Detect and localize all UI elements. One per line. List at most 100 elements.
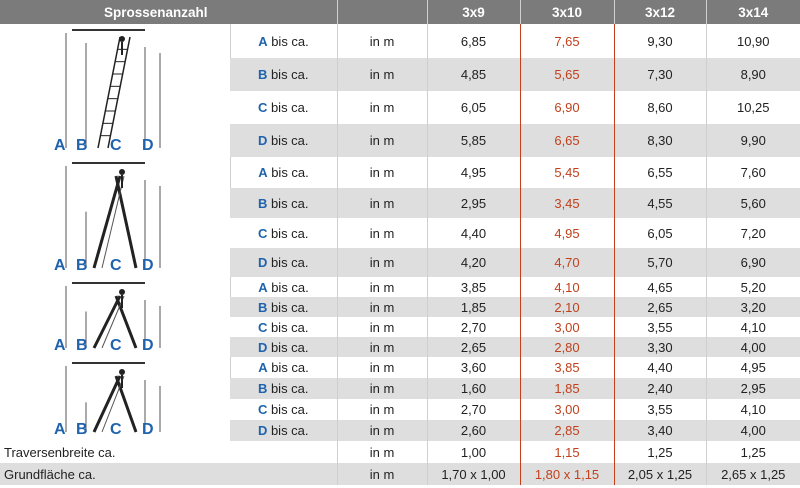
dimension-letter: D [257, 133, 268, 148]
unit-cell: in m [336, 157, 427, 188]
dimension-suffix: bis ca. [267, 100, 309, 115]
value-cell: 5,65 [519, 58, 615, 91]
value-cell: 6,05 [613, 218, 706, 248]
dimension-suffix: bis ca. [267, 255, 309, 270]
table-row: C bis ca. in m 2,70 3,00 3,55 4,10 [0, 399, 800, 420]
header-col-3: 3x12 [613, 0, 706, 24]
footer-label: Grundfläche ca. [0, 463, 337, 485]
unit-cell: in m [336, 218, 427, 248]
table-row: B bis ca. in m 4,85 5,65 7,30 8,90 [0, 58, 800, 91]
value-cell: 3,60 [426, 357, 520, 378]
dimension-letter: A [54, 137, 66, 154]
dimension-label: A bis ca. [229, 24, 337, 58]
table-row: D bis ca. in m 5,85 6,65 8,30 9,90 [0, 124, 800, 157]
dimension-label: A bis ca. [229, 157, 337, 188]
dimension-suffix: bis ca. [267, 360, 309, 375]
dimension-letter: D [142, 421, 154, 438]
unit-cell: in m [336, 297, 427, 317]
value-cell: 5,45 [519, 157, 615, 188]
dimension-label: A bis ca. [229, 277, 337, 297]
value-cell: 3,30 [613, 337, 706, 357]
header-col-1: 3x9 [426, 0, 520, 24]
value-cell: 6,65 [519, 124, 615, 157]
footer-value: 1,25 [705, 441, 800, 463]
footer-value: 2,05 x 1,25 [613, 463, 706, 485]
value-cell: 1,60 [426, 378, 520, 399]
table-row: C bis ca. in m 6,05 6,90 8,60 10,25 [0, 91, 800, 124]
dimension-label: A bis ca. [229, 357, 337, 378]
table-row: D bis ca. in m 4,20 4,70 5,70 6,90 [0, 248, 800, 277]
dimension-suffix: bis ca. [267, 319, 309, 335]
unit-cell: in m [336, 378, 427, 399]
header-row: Sprossenanzahl 3x9 3x10 3x12 3x14 [0, 0, 800, 24]
dimension-letter: A [258, 279, 268, 295]
dimension-suffix: bis ca. [267, 165, 309, 180]
value-cell: 7,20 [705, 218, 800, 248]
value-cell: 3,45 [519, 188, 615, 218]
dimension-suffix: bis ca. [267, 195, 309, 211]
footer-value: 1,15 [519, 441, 615, 463]
value-cell: 2,40 [613, 378, 706, 399]
dimension-suffix: bis ca. [267, 33, 309, 49]
dimension-suffix: bis ca. [267, 402, 309, 417]
value-cell: 10,25 [705, 91, 800, 124]
value-cell: 6,90 [705, 248, 800, 277]
dimension-label: B bis ca. [230, 378, 337, 399]
value-cell: 5,60 [705, 188, 800, 218]
dimension-letter: B [76, 257, 88, 274]
dimension-letter: D [257, 423, 268, 438]
dimension-suffix: bis ca. [267, 133, 309, 148]
dimension-letter: B [257, 299, 268, 315]
dimension-letter: B [257, 381, 268, 396]
value-cell: 7,60 [705, 157, 800, 188]
unit-cell: in m [336, 188, 427, 218]
dimension-letter: B [76, 337, 88, 354]
table-row: D bis ca. in m 2,60 2,85 3,40 4,00 [0, 420, 800, 441]
dimension-letter: C [110, 137, 122, 154]
value-cell: 2,60 [426, 420, 520, 441]
dimension-letter: A [258, 360, 268, 375]
value-cell: 3,20 [705, 297, 800, 317]
footer-row-grundflaeche: Grundfläche ca. in m 1,70 x 1,00 1,80 x … [0, 463, 800, 485]
dimension-label: C bis ca. [230, 91, 337, 124]
value-cell: 2,70 [426, 317, 520, 337]
value-cell: 8,30 [613, 124, 706, 157]
table-row: B bis ca. in m 2,95 3,45 4,55 5,60 [0, 188, 800, 218]
header-title: Sprossenanzahl [0, 0, 337, 24]
value-cell: 3,55 [613, 317, 706, 337]
value-cell: 9,30 [613, 24, 706, 58]
value-cell: 3,55 [613, 399, 706, 420]
dimension-letter: C [257, 100, 268, 115]
dimension-letter: D [257, 255, 268, 270]
table-row: C bis ca. in m 4,40 4,95 6,05 7,20 [0, 218, 800, 248]
value-cell: 3,85 [426, 277, 520, 297]
dimension-suffix: bis ca. [267, 279, 309, 295]
dimension-letter: D [257, 339, 268, 355]
footer-unit: in m [336, 463, 427, 485]
dimension-letter: A [258, 165, 268, 180]
footer-label: Traversenbreite ca. [0, 441, 337, 463]
value-cell: 10,90 [705, 24, 800, 58]
footer-value: 1,70 x 1,00 [426, 463, 520, 485]
dimension-letter: C [110, 257, 122, 274]
value-cell: 4,10 [519, 277, 615, 297]
dimension-label: D bis ca. [230, 420, 337, 441]
value-cell: 2,85 [519, 420, 615, 441]
dimension-letter: B [257, 67, 268, 82]
value-cell: 1,85 [426, 297, 520, 317]
value-cell: 4,70 [519, 248, 615, 277]
value-cell: 2,10 [519, 297, 615, 317]
footer-value: 1,80 x 1,15 [519, 463, 615, 485]
value-cell: 4,55 [613, 188, 706, 218]
footer-value: 2,65 x 1,25 [705, 463, 800, 485]
footer-unit: in m [336, 441, 427, 463]
